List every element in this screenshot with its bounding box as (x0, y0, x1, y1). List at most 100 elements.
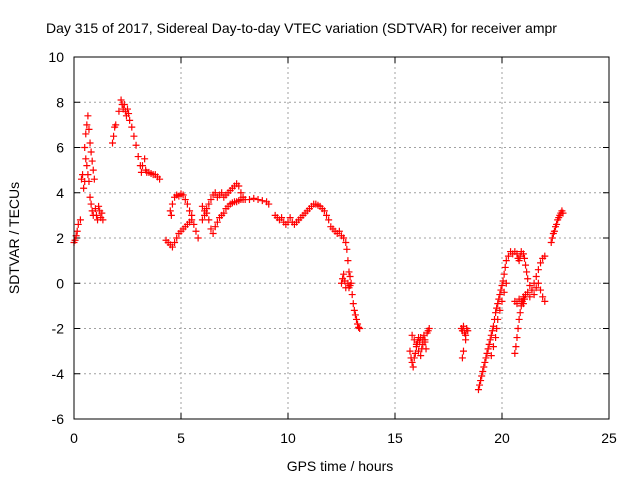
data-point (87, 200, 95, 208)
data-point (126, 116, 134, 124)
data-point (482, 354, 490, 362)
data-point (138, 162, 146, 170)
data-point (524, 275, 532, 283)
data-point (198, 202, 206, 210)
data-point (502, 257, 510, 265)
data-point (498, 282, 506, 290)
data-point (74, 220, 82, 228)
data-point (211, 223, 219, 231)
data-point (520, 254, 528, 262)
data-point (84, 112, 92, 120)
data-point (514, 325, 522, 332)
data-point (351, 311, 359, 319)
data-point (479, 367, 487, 375)
data-point (547, 239, 555, 247)
data-point (477, 377, 485, 385)
data-point (239, 193, 247, 201)
data-point (340, 234, 348, 242)
y-axis-label: SDTVAR / TECUs (6, 182, 22, 294)
y-tick-label: 2 (56, 230, 64, 246)
data-point (83, 121, 91, 129)
y-tick-label: -4 (52, 366, 65, 382)
data-point (90, 175, 98, 183)
data-point (494, 300, 502, 308)
chart-title: Day 315 of 2017, Sidereal Day-to-day VTE… (46, 20, 557, 36)
data-point (496, 306, 504, 314)
data-point (345, 268, 353, 276)
data-point (205, 216, 213, 224)
data-point (120, 101, 128, 109)
data-point (421, 336, 429, 344)
data-point (88, 157, 96, 165)
data-point (478, 372, 486, 380)
data-point (408, 331, 416, 339)
y-tick-label: 0 (56, 275, 64, 291)
x-tick-label: 10 (280, 430, 296, 446)
data-point (168, 243, 176, 251)
data-point (417, 352, 425, 360)
data-point (458, 354, 466, 362)
data-point (519, 293, 527, 301)
data-point (95, 202, 103, 210)
data-point (286, 214, 294, 222)
data-point (220, 209, 228, 217)
data-point (559, 209, 567, 217)
data-point (412, 340, 420, 348)
data-point (425, 325, 433, 332)
data-point (350, 306, 358, 314)
data-point (84, 171, 92, 179)
data-point (89, 166, 97, 174)
data-point (190, 220, 198, 228)
data-point (492, 334, 500, 342)
data-point (198, 216, 206, 224)
data-point (408, 358, 416, 366)
data-point (209, 229, 217, 237)
data-point (474, 386, 482, 394)
data-point (539, 293, 547, 301)
data-point (511, 349, 519, 357)
data-point (245, 196, 253, 204)
x-tick-label: 20 (494, 430, 510, 446)
data-point (218, 189, 226, 197)
data-point (541, 297, 549, 305)
data-point (183, 200, 191, 208)
data-point (476, 381, 484, 389)
data-point (82, 130, 90, 138)
plot-frame (73, 56, 610, 420)
x-tick-label: 5 (177, 430, 185, 446)
data-point (347, 279, 355, 287)
data-point (76, 216, 84, 224)
data-point (553, 220, 561, 228)
data-point (98, 209, 106, 217)
data-point (156, 175, 164, 183)
data-point (130, 132, 138, 140)
data-point (464, 327, 472, 335)
data-point (356, 325, 364, 332)
data-point (422, 345, 430, 353)
data-point (532, 272, 540, 280)
data-point (500, 270, 508, 278)
data-point (485, 340, 493, 348)
data-point (254, 196, 262, 204)
data-point (481, 358, 489, 366)
data-point (346, 272, 354, 280)
data-point (492, 309, 500, 317)
x-axis-label: GPS time / hours (287, 458, 394, 474)
data-point (487, 352, 495, 360)
data-point (355, 323, 363, 331)
data-point (194, 234, 202, 242)
data-point (526, 282, 534, 290)
data-point (73, 227, 81, 235)
data-point (344, 257, 352, 265)
data-point (513, 300, 521, 308)
data-point (493, 325, 501, 332)
data-point (512, 343, 520, 351)
data-point (480, 363, 488, 371)
data-point (541, 252, 549, 260)
data-point (487, 331, 495, 339)
data-point (534, 266, 542, 274)
data-point (235, 182, 243, 190)
data-point (124, 105, 131, 113)
data-point (459, 347, 467, 355)
data-point (417, 334, 425, 342)
